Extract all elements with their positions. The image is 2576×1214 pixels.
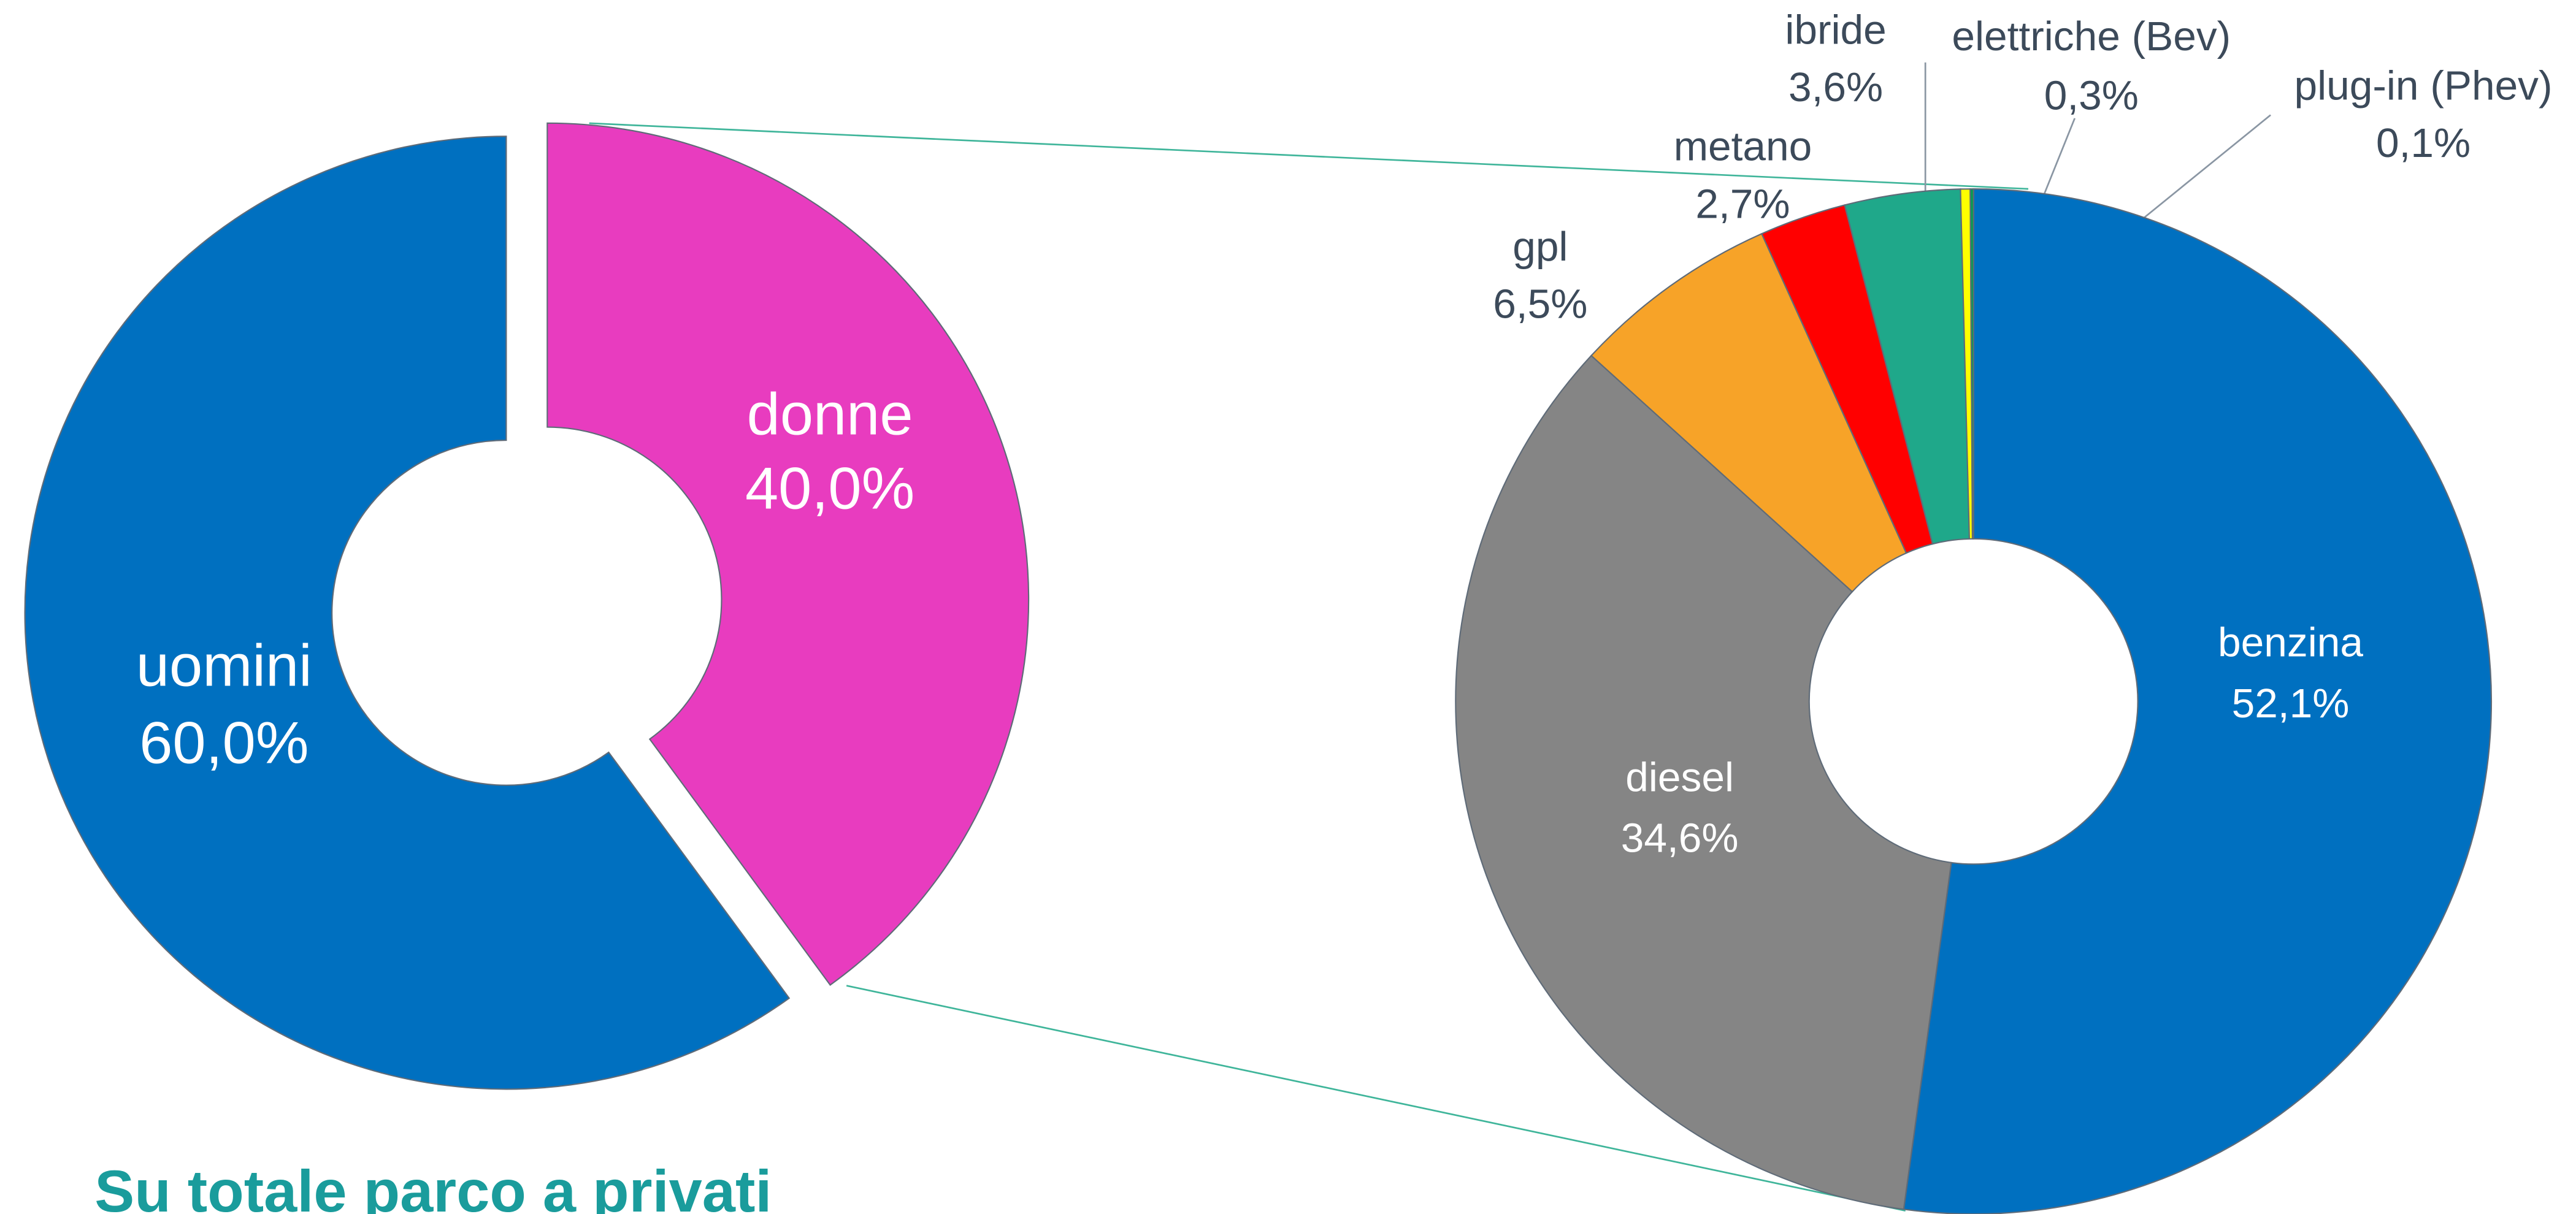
- connector-line: [589, 122, 2029, 190]
- value-label: 52,1%: [2232, 681, 2350, 727]
- value-label: 2,7%: [1695, 181, 1790, 227]
- slice-label: metano: [1674, 124, 1812, 170]
- slice: [1455, 354, 1952, 1210]
- slice-label: donne: [747, 381, 913, 447]
- slice-label: diesel: [1625, 755, 1734, 801]
- slice: [1969, 188, 1974, 540]
- slice-label: gpl: [1512, 224, 1568, 270]
- value-label: 6,5%: [1493, 281, 1587, 327]
- slice-label: ibride: [1785, 7, 1886, 53]
- chart-title: Su totale parco a privati: [94, 1158, 772, 1214]
- value-label: 34,6%: [1621, 815, 1739, 861]
- slice-label: elettriche (Bev): [1952, 13, 2231, 59]
- connector-line: [846, 985, 1906, 1212]
- value-label: 60,0%: [139, 709, 309, 776]
- slice-label: plug-in (Phev): [2294, 63, 2553, 109]
- value-label: 3,6%: [1788, 64, 1883, 110]
- slice: [24, 136, 791, 1090]
- slice: [1903, 188, 2493, 1214]
- slice: [546, 122, 1030, 986]
- value-label: 0,1%: [2376, 120, 2471, 166]
- value-label: 40,0%: [745, 455, 914, 521]
- slice-label: benzina: [2218, 620, 2363, 666]
- value-label: 0,3%: [2044, 73, 2139, 119]
- slice: [1590, 232, 1907, 593]
- slice-label: uomini: [136, 632, 312, 698]
